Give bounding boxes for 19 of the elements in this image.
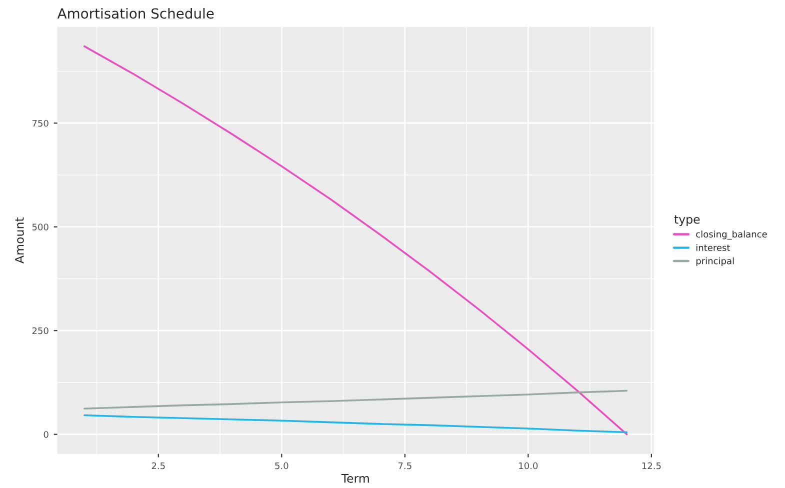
y-tick-label: 0 — [44, 431, 48, 438]
y-tick-label: 750 — [32, 120, 48, 127]
y-tick-label: 500 — [32, 224, 48, 230]
chart-title: Amortisation Schedule — [57, 8, 214, 19]
legend-label: closing_balance — [696, 230, 767, 240]
y-tick-label: 250 — [32, 327, 48, 334]
x-tick-label: 2.5 — [152, 462, 165, 470]
y-axis-title: Amount — [15, 217, 24, 264]
line-series — [84, 414, 628, 434]
line-series — [84, 390, 628, 410]
legend-label: interest — [696, 244, 730, 252]
x-tick-label: 5.0 — [275, 462, 288, 470]
legend-title: type — [674, 215, 700, 226]
x-tick-label: 10.0 — [519, 462, 538, 470]
x-tick-label: 12.5 — [642, 462, 661, 470]
legend-label: principal — [696, 257, 734, 266]
line-series — [84, 45, 628, 436]
x-axis-title: Term — [341, 474, 369, 483]
x-tick-label: 7.5 — [398, 462, 412, 470]
